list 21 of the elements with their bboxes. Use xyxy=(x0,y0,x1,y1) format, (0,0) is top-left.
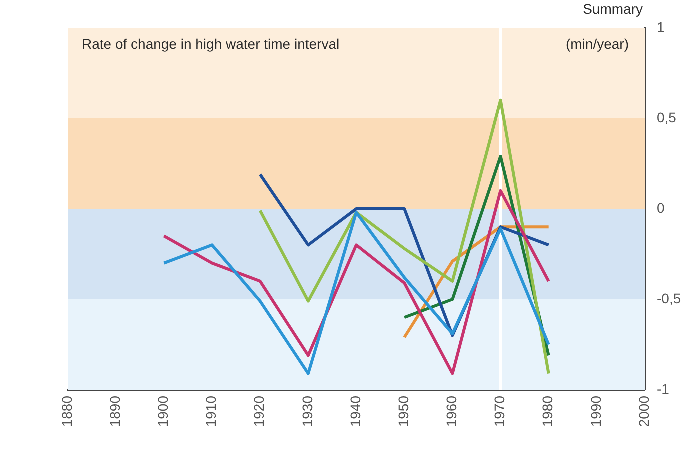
annotation: (min/year) xyxy=(566,36,629,52)
y-tick-label: 1 xyxy=(657,18,665,35)
x-tick-label: 1990 xyxy=(588,396,604,428)
x-tick-label: 1970 xyxy=(492,396,508,428)
x-tick-label: 1950 xyxy=(395,396,412,428)
y-tick-label: 0 xyxy=(657,200,665,216)
text: Summary xyxy=(583,0,643,17)
x-tick-label: 1920 xyxy=(251,396,268,428)
x-tick-label: 1980 xyxy=(540,396,556,428)
text: Rate of change in high water time interval xyxy=(82,36,340,52)
y-tick-label: -0,5 xyxy=(657,290,682,306)
x-tick-label: 1930 xyxy=(299,396,316,428)
y-tick-label: -1 xyxy=(657,380,670,397)
x-tick-label: 1880 xyxy=(58,396,75,428)
x-tick-label: 1890 xyxy=(106,396,123,428)
y-tick-label: 0,5 xyxy=(657,109,677,126)
x-tick-label: 1940 xyxy=(347,396,364,428)
x-tick-label: 1960 xyxy=(444,396,460,428)
x-tick-label: 1910 xyxy=(203,396,220,428)
x-tick-label: 2000 xyxy=(636,396,652,428)
x-tick-label: 1900 xyxy=(155,396,172,428)
